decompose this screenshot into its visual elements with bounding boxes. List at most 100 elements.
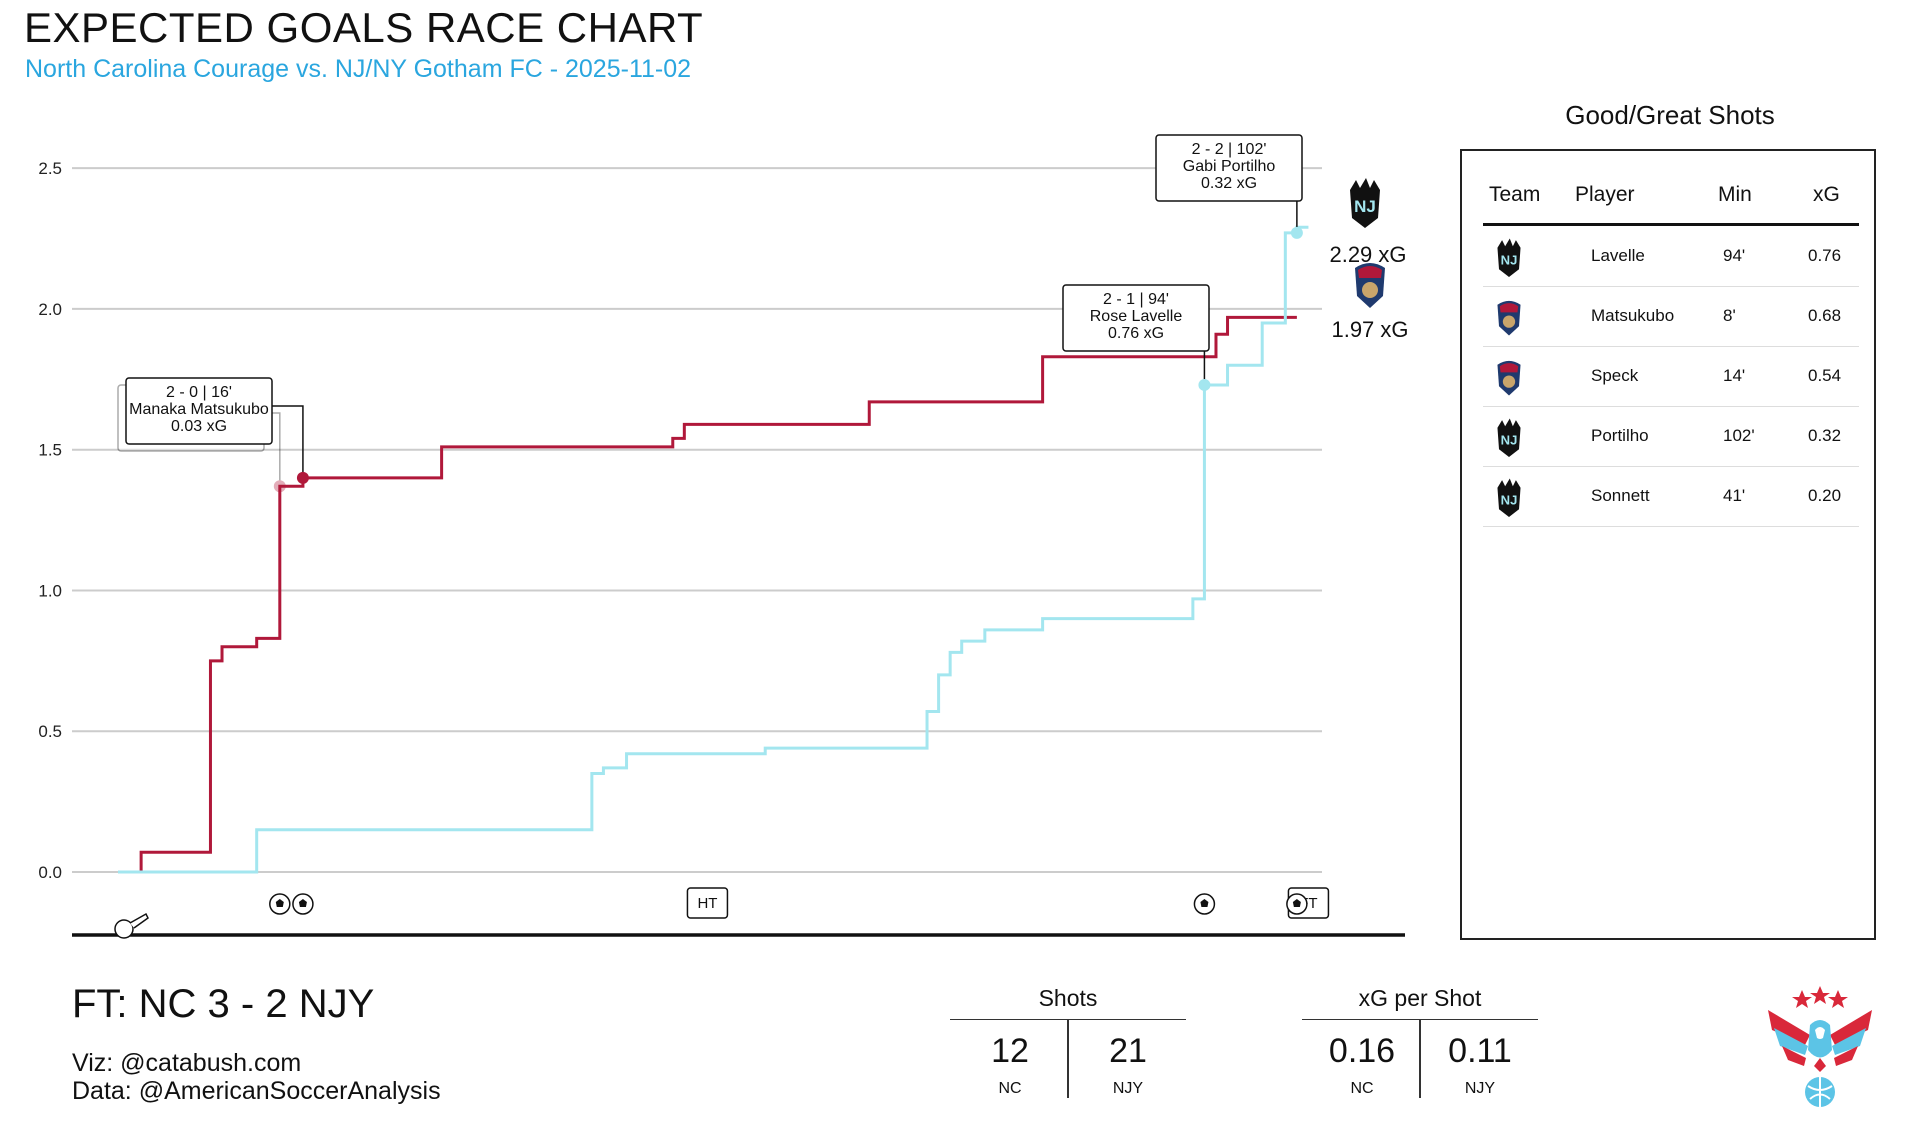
soccer-ball-icon [1286,893,1308,915]
row-player: Portilho [1591,426,1649,445]
ball-patch [298,899,307,907]
credits: Viz: @catabush.com Data: @AmericanSoccer… [72,1049,441,1105]
callout-player: Rose Lavelle [1090,308,1183,325]
callout-player: Gabi Portilho [1183,158,1276,175]
timeline-label-box [686,887,729,919]
good-shots-table: Team Player Min xG NJ Lavelle 94' 0.76 Matsu… [1460,149,1876,940]
courage-crest-icon [1497,300,1521,336]
ball-patch [1200,899,1209,907]
callout-xg: 0.32 xG [1201,175,1257,192]
y-tick-label: 0.0 [38,863,62,882]
soccer-ball-icon [292,893,314,915]
soccer-ball-icon [1193,893,1216,915]
y-tick-label: 2.5 [38,159,62,178]
shots-divider [1067,1019,1069,1098]
row-crest: NJ [1497,478,1521,517]
gotham-crest-icon: NJ [1497,238,1521,277]
eagle-logo-icon [1768,986,1872,1107]
y-tick-label: 0.5 [38,722,62,741]
whistle-body [114,919,134,939]
row-player: Sonnett [1591,486,1650,505]
crest-shape [1497,478,1521,517]
row-player: Speck [1591,366,1639,385]
whistle-icon [114,912,149,939]
crest-letters: NJ [1501,433,1518,448]
courage-crest-icon [1355,263,1385,308]
row-xg: 0.76 [1808,246,1842,265]
nc-end-label: 1.97 xG [1331,317,1408,342]
callout-xg: 0.03 xG [171,418,227,435]
crest-shape [1497,238,1521,277]
timeline-label: HT [697,895,717,912]
crest-letters: NJ [1501,253,1518,268]
shots-nc-value: 12 [991,1032,1029,1070]
xg-per-shot-nc-value: 0.16 [1328,1032,1396,1070]
callout-score: 2 - 1 | 94' [1103,291,1169,308]
courage-crest-icon [1497,360,1521,396]
row-player: Matsukubo [1591,306,1675,325]
crest-band [1499,363,1519,373]
row-xg: 0.68 [1808,306,1842,325]
goal-point [1290,226,1303,239]
data-credit: Data: @AmericanSoccerAnalysis [72,1077,441,1105]
row-crest: NJ [1497,418,1521,457]
row-min: 41' [1723,486,1746,505]
shots-nc-label: NC [998,1080,1022,1097]
table-row: NJ Lavelle 94' 0.76 [1483,226,1859,287]
crest-band [1358,266,1382,278]
crest-emblem [1362,282,1378,298]
row-min: 102' [1723,426,1755,445]
whistle-mouth [129,912,149,929]
gotham-crest-icon: NJ [1497,478,1521,517]
series-line-njy [118,225,1309,874]
xg-per-shot-title: xG per Shot [1358,985,1482,1011]
callout-score: 2 - 0 | 16' [166,384,232,401]
crest-emblem [1502,375,1516,388]
header-min: Min [1718,183,1752,206]
shots-title: Shots [1038,985,1098,1011]
crest-shape [1350,178,1380,228]
crest-letters: NJ [1501,493,1518,508]
row-min: 14' [1723,366,1746,385]
ball-patch [275,899,284,907]
callout-box [125,377,273,445]
y-tick-label: 1.0 [38,581,62,600]
header-player: Player [1575,183,1635,206]
table-row: Speck 14' 0.54 [1483,346,1859,407]
y-tick-label: 2.0 [38,300,62,319]
row-xg: 0.54 [1808,366,1842,385]
gotham-crest-icon: NJ [1497,418,1521,457]
table-row: NJ Portilho 102' 0.32 [1483,406,1859,467]
ball-patch [1292,899,1301,907]
callout-score: 2 - 2 | 102' [1192,141,1267,158]
xg-per-shot-njy-value: 0.11 [1448,1032,1512,1070]
row-crest [1497,300,1521,336]
callout-xg: 0.76 xG [1108,325,1164,342]
row-crest [1497,360,1521,396]
xg-race-chart: 0.00.51.01.52.02.51 - 0 | 14'Meredith Sp… [38,134,1409,939]
njy-end-label: 2.29 xG [1329,242,1406,267]
crest-band [1499,303,1519,313]
table-row: NJ Sonnett 41' 0.20 [1483,466,1859,527]
crest-shape [1497,418,1521,457]
xg-per-shot-divider [1419,1019,1421,1098]
goal-point [1198,378,1211,391]
row-xg: 0.32 [1808,426,1842,445]
row-min: 8' [1723,306,1736,325]
crest-emblem [1502,315,1516,328]
soccer-ball-icon [269,893,291,915]
viz-credit: Viz: @catabush.com [72,1049,302,1077]
crest-letters: NJ [1354,197,1376,216]
chart-subtitle: North Carolina Courage vs. NJ/NY Gotham … [25,55,692,83]
row-min: 94' [1723,246,1746,265]
series-line-nc [118,315,1297,874]
header-team: Team [1489,183,1541,206]
table-header: Team Player Min xG [1483,181,1859,226]
y-tick-label: 1.5 [38,441,62,460]
header-xg: xG [1813,183,1840,206]
callout-box [1062,284,1210,352]
goal-point [296,471,309,484]
